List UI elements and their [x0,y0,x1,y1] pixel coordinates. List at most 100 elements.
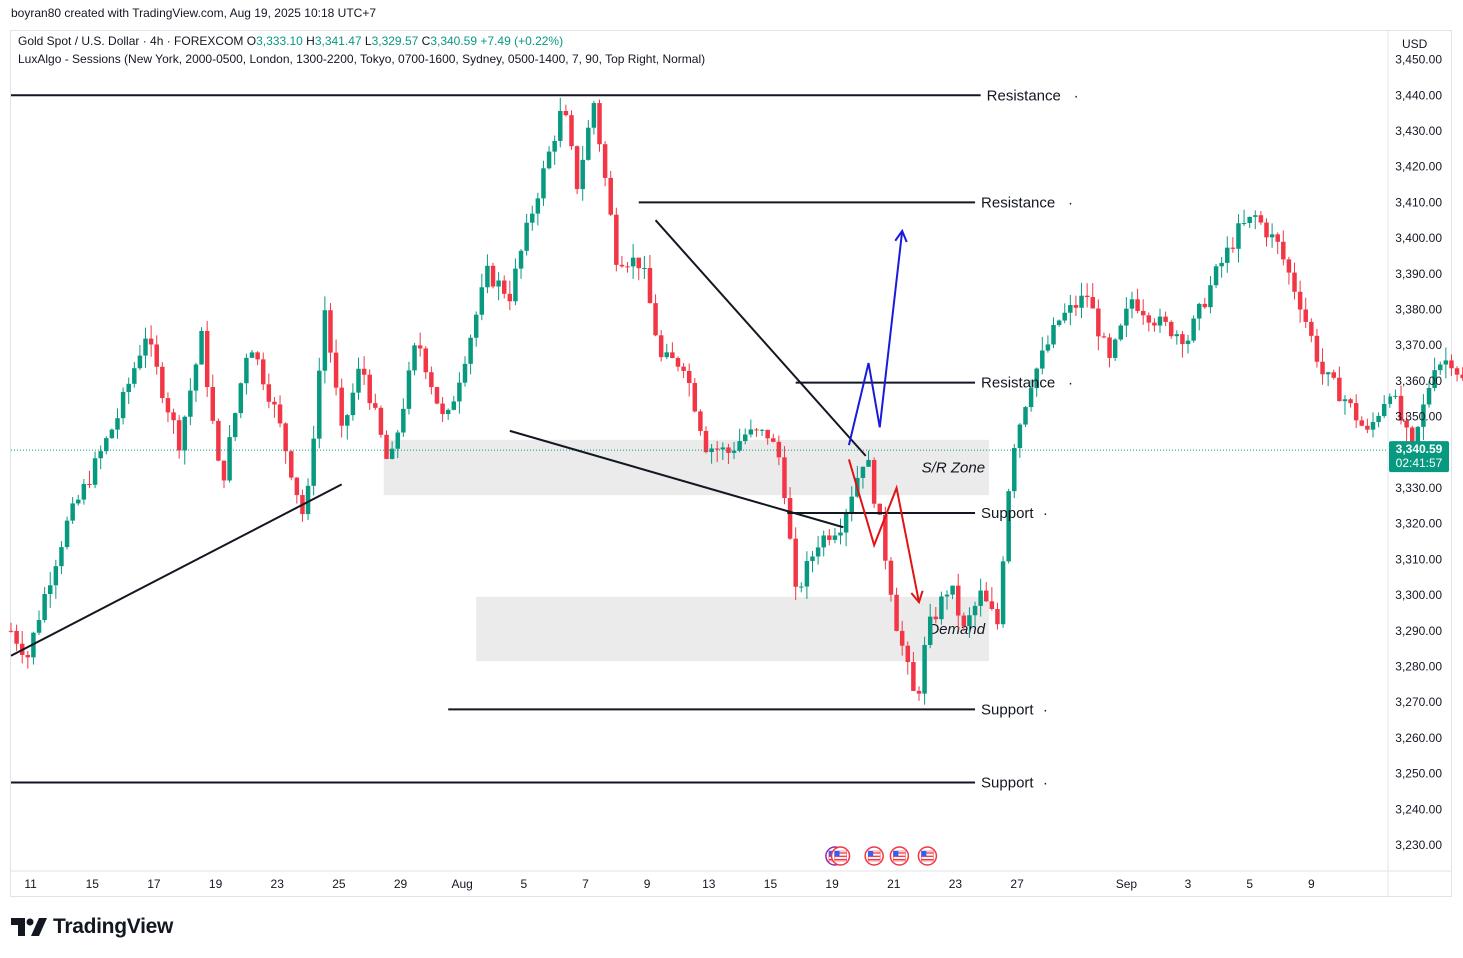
high-label: H [306,34,315,48]
candle-body [283,423,288,452]
zone-sr [383,439,990,496]
candle-body [1314,335,1320,362]
candle-body [658,335,664,358]
candle-body [569,115,574,147]
candle-body [373,403,378,408]
candle-body [473,314,479,338]
candle-body [1236,223,1241,249]
candle-body [518,250,524,269]
candle-body [350,392,356,416]
candle-body [1438,364,1443,371]
candle-body [1168,321,1174,337]
candle-body [132,368,137,384]
candle-body [1342,399,1348,402]
candle-body [1286,259,1292,273]
candle-body [204,330,210,388]
resistance-label: Resistance [981,375,1055,392]
candle-body [317,370,322,439]
candle-body [98,451,103,459]
candle-body [311,438,316,486]
candle-body [1393,395,1398,397]
candle-body [972,605,978,616]
us-flag-event-icon[interactable] [864,846,884,866]
indicator-legend[interactable]: LuxAlgo - Sessions (New York, 2000-0500,… [18,52,706,66]
candle-body [440,403,445,415]
time-tick-label: 7 [582,877,589,891]
symbol-name[interactable]: Gold Spot / U.S. Dollar · 4h · FOREXCOM [18,34,244,48]
candle-body [894,594,899,631]
candle-body [1073,305,1079,308]
brand-name: TradingView [53,915,174,938]
tradingview-logo[interactable]: TradingView [11,915,173,939]
candle-body [524,222,529,251]
candle-body [193,364,199,391]
candle-body [1213,266,1219,286]
candle-body [148,338,154,345]
candle-body [1185,340,1191,345]
candle-body [1196,303,1202,319]
candle-body [232,413,238,438]
candle-body [692,382,698,412]
candle-body [1068,305,1073,313]
candle-body [1264,222,1269,238]
candle-body [754,429,759,431]
candle-body [630,257,636,267]
candle-body [1135,299,1140,311]
price-tick-label: 3,300.00 [1395,588,1442,602]
candle-body [406,370,412,409]
candle-body [1146,315,1152,323]
support-label: Support [981,701,1034,718]
candle-body [199,330,204,365]
candle-body [389,448,395,459]
candle-body [1454,368,1460,375]
candle-body [899,630,905,646]
candle-body [737,441,742,451]
candle-body [984,590,989,602]
candle-body [888,560,894,595]
candle-body [849,496,854,513]
candle-body [1460,374,1463,379]
candle-body [64,520,70,548]
open-label: O [246,34,257,48]
candle-body [843,512,849,533]
low-value: 3,329.57 [371,34,419,48]
level-label-dot: · [1043,775,1048,792]
candle-body [1331,372,1336,378]
zone-demand [476,596,990,662]
candle-body [25,654,31,658]
candle-body [333,352,339,388]
us-flag-event-icon[interactable] [830,846,851,866]
flag-canton [834,851,840,856]
candle-body [1432,370,1437,389]
candle-body [277,404,283,424]
candle-body [771,438,776,442]
candle-body [76,499,81,504]
time-tick-label: 21 [887,877,901,891]
price-tick-label: 3,380.00 [1395,302,1442,316]
time-tick-label: 23 [271,877,285,891]
candle-body [989,601,995,610]
candle-body [1040,350,1045,369]
candle-body [927,616,933,645]
bullish-path-arrowhead [894,228,908,243]
candle-body [905,645,911,663]
scenario-paths-layer [847,228,924,605]
candle-body [860,466,866,478]
price-tick-label: 3,400.00 [1395,231,1442,245]
candle-body [1297,291,1303,310]
candle-body [1079,295,1084,308]
price-tick-label: 3,310.00 [1395,552,1442,566]
price-axis: 3,230.00 3,240.00 3,250.00 3,260.00 3,270.00… [1387,31,1449,896]
time-tick-label: 19 [209,877,223,891]
candle-body [272,401,277,405]
descending-resistance-line [654,219,867,457]
candle-body [305,485,311,515]
candle-body [944,594,950,597]
candle-body [1247,216,1252,224]
us-flag-event-icon[interactable] [917,846,938,866]
candle-body [1096,308,1101,337]
time-axis: 11 15 17 19 23 25 29 Aug 5 7 9 13 15 19 21 23 27 Sep 3 5 9 [11,870,1451,891]
candle-body [653,303,658,336]
us-flag-event-icon[interactable] [889,846,910,866]
